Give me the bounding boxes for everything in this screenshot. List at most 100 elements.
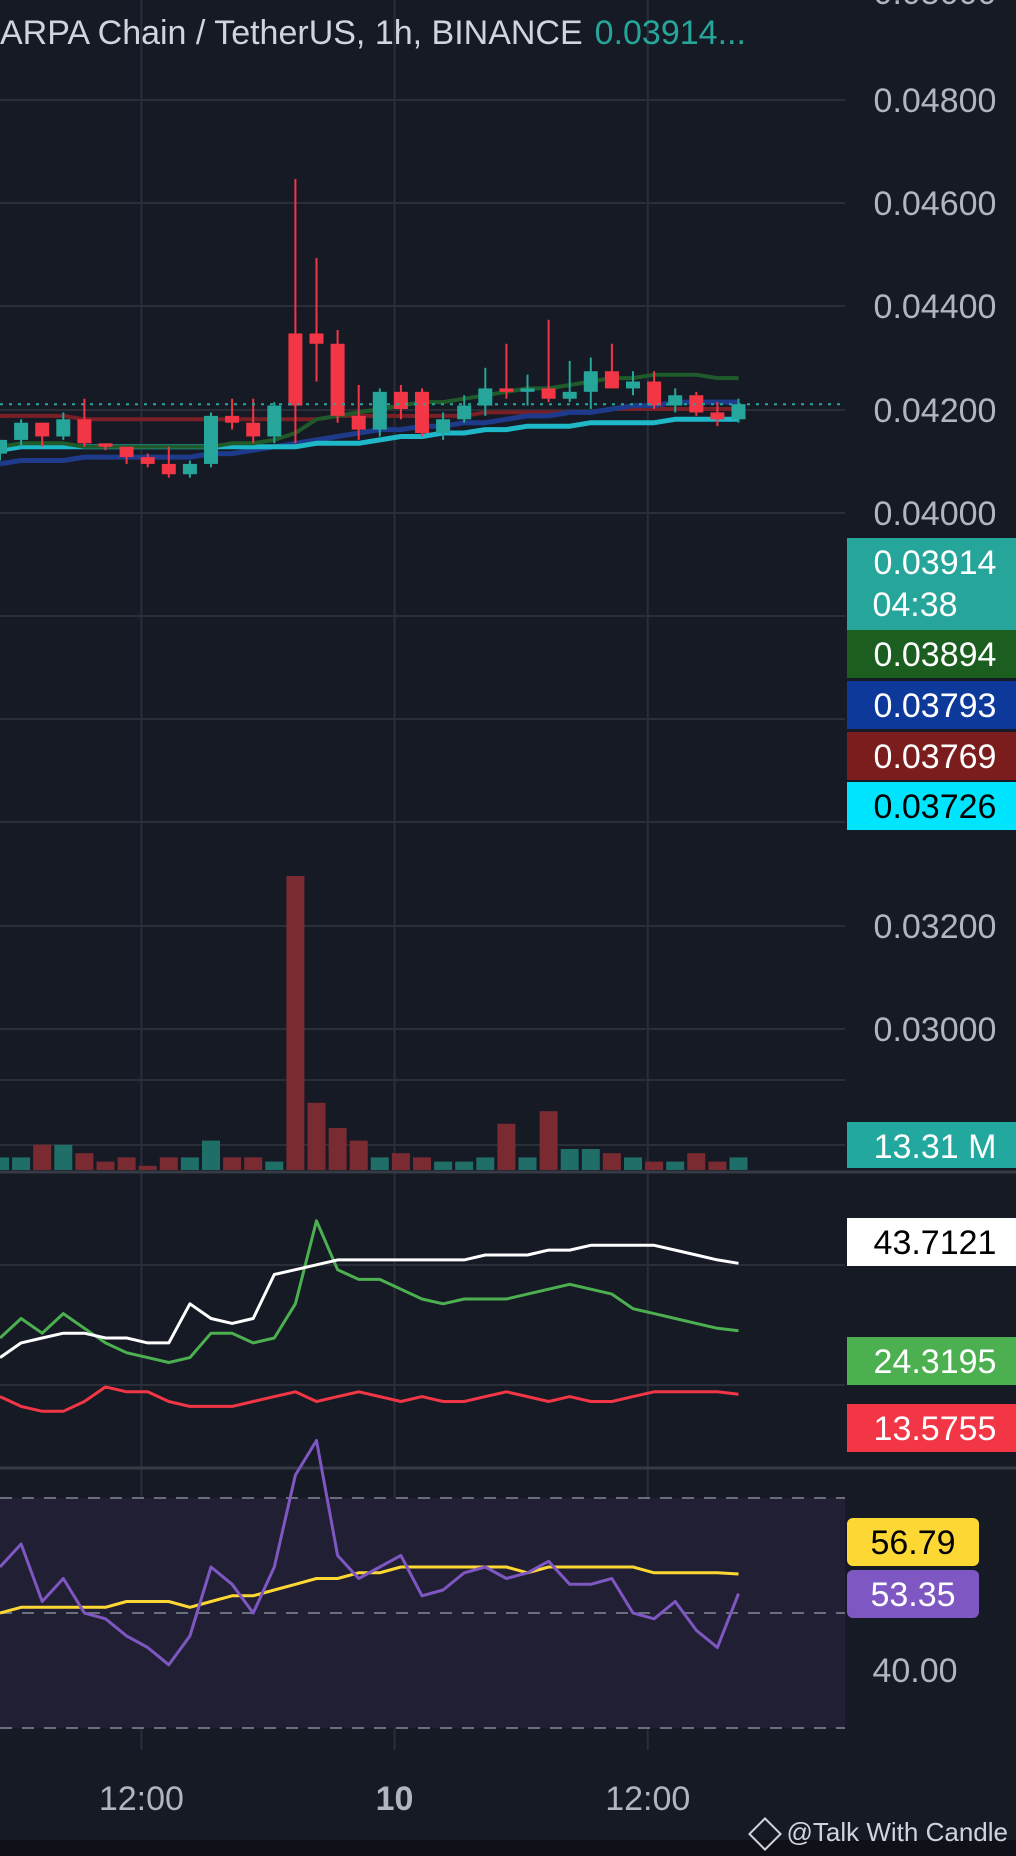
volume-bar xyxy=(497,1123,516,1170)
time-axis-label: 12:00 xyxy=(99,1780,184,1818)
dmi-tag-label: 43.7121 xyxy=(874,1224,997,1262)
dmi-tag xyxy=(847,1404,1016,1452)
ema-blue-line xyxy=(0,399,739,467)
dmi-tag xyxy=(847,1337,1016,1385)
volume-bar xyxy=(265,1161,284,1170)
candle-body xyxy=(626,381,640,389)
dmi-tag-label: 13.5755 xyxy=(874,1410,997,1448)
candle-body xyxy=(499,388,514,392)
volume-bar xyxy=(391,1153,410,1170)
rsi-tag-label: 53.35 xyxy=(870,1576,955,1614)
price-axis-label: 0.04200 xyxy=(874,392,997,430)
price-axis-label: 0.03000 xyxy=(874,1011,997,1049)
price-tag-label: 0.03793 xyxy=(874,687,997,725)
candle-body xyxy=(161,463,176,475)
volume-bar xyxy=(202,1140,220,1170)
candle-body xyxy=(393,391,408,409)
bottom-bar xyxy=(0,1840,1016,1856)
candle-body xyxy=(710,412,725,420)
candle-body xyxy=(689,395,704,413)
volume-bar xyxy=(54,1144,73,1170)
candle-body xyxy=(98,443,113,447)
candle-body xyxy=(225,415,240,423)
volume-bar xyxy=(413,1157,431,1170)
rsi-tag xyxy=(847,1518,979,1566)
rsi-axis-label: 40.00 xyxy=(872,1652,957,1690)
candle-body xyxy=(562,391,577,399)
volume-bar xyxy=(138,1165,157,1170)
candle-body xyxy=(182,463,197,475)
volume-bar xyxy=(12,1157,31,1170)
candle-body xyxy=(330,343,345,416)
price-axis-label: 0.04800 xyxy=(874,82,997,120)
volume-bar xyxy=(370,1157,389,1170)
candle-body xyxy=(436,419,451,434)
dmi-tag xyxy=(847,1218,1016,1266)
candle-body xyxy=(668,395,683,406)
price-tag-label: 0.03894 xyxy=(874,636,997,674)
volume-bar xyxy=(328,1128,347,1170)
symbol-title: ARPA Chain / TetherUS, 1h, BINANCE xyxy=(0,14,583,52)
volume-bar xyxy=(0,1157,9,1170)
volume-bar xyxy=(159,1157,178,1170)
candle-body xyxy=(415,391,429,434)
price-tag-label: 0.03769 xyxy=(874,738,997,776)
time-axis-label: 12:00 xyxy=(605,1780,690,1818)
watermark-text: @Talk With Candle xyxy=(786,1817,1008,1847)
volume-bar xyxy=(307,1102,326,1170)
watermark: @Talk With Candle xyxy=(747,1817,1008,1852)
candle-body xyxy=(372,391,387,430)
candle-body xyxy=(309,333,324,344)
price-axis-label: 0.03200 xyxy=(874,908,997,946)
volume-bar xyxy=(455,1161,474,1170)
time-axis-label: 10 xyxy=(376,1780,414,1818)
volume-bar xyxy=(645,1161,664,1170)
volume-bar xyxy=(624,1157,642,1170)
price-tag xyxy=(847,538,1016,630)
rsi-tag xyxy=(847,1570,979,1618)
price-axis-label: 0.04600 xyxy=(874,185,997,223)
adx-line xyxy=(0,1243,739,1359)
price-tag xyxy=(847,630,1016,678)
volume-bar xyxy=(539,1111,558,1170)
price-axis-label: 0.04400 xyxy=(874,288,997,326)
candle-body xyxy=(520,388,535,392)
volume-bar xyxy=(666,1161,685,1170)
candle-body xyxy=(731,404,746,420)
volume-bar xyxy=(349,1140,368,1170)
diamond-logo-icon xyxy=(747,1817,782,1852)
candle-body xyxy=(604,371,619,389)
candle-body xyxy=(35,422,50,437)
candle-body xyxy=(267,405,282,437)
volume-bar xyxy=(434,1161,453,1170)
volume-bar xyxy=(708,1161,727,1170)
header-price: 0.03914... xyxy=(594,14,746,52)
candle-body xyxy=(77,419,92,444)
candle-body xyxy=(541,388,556,399)
volume-bar xyxy=(476,1157,495,1170)
candle-body xyxy=(583,371,598,392)
dmi-minus-line xyxy=(0,1385,739,1413)
candle-body xyxy=(140,457,155,464)
candle-body xyxy=(14,422,29,440)
candle-body xyxy=(246,422,261,437)
volume-bar xyxy=(729,1157,748,1170)
volume-bar xyxy=(96,1161,115,1170)
volume-tag xyxy=(847,1122,1016,1168)
volume-bar xyxy=(223,1157,242,1170)
volume-bar xyxy=(560,1149,579,1170)
volume-tag-label: 13.31 M xyxy=(874,1128,997,1166)
candle-body xyxy=(119,446,134,458)
volume-bar xyxy=(244,1157,263,1170)
volume-bar xyxy=(581,1149,600,1170)
symbol-header[interactable]: ARPA Chain / TetherUS, 1h, BINANCE 0.0391… xyxy=(0,14,746,53)
price-tag xyxy=(847,732,1016,780)
volume-bar xyxy=(33,1144,52,1170)
price-axis-label: 0.04000 xyxy=(874,495,997,533)
volume-bar xyxy=(75,1153,94,1170)
candle-body xyxy=(288,333,303,406)
candle-body xyxy=(204,415,218,464)
price-tag-countdown: 04:38 xyxy=(872,586,957,624)
candle-body xyxy=(478,388,493,406)
